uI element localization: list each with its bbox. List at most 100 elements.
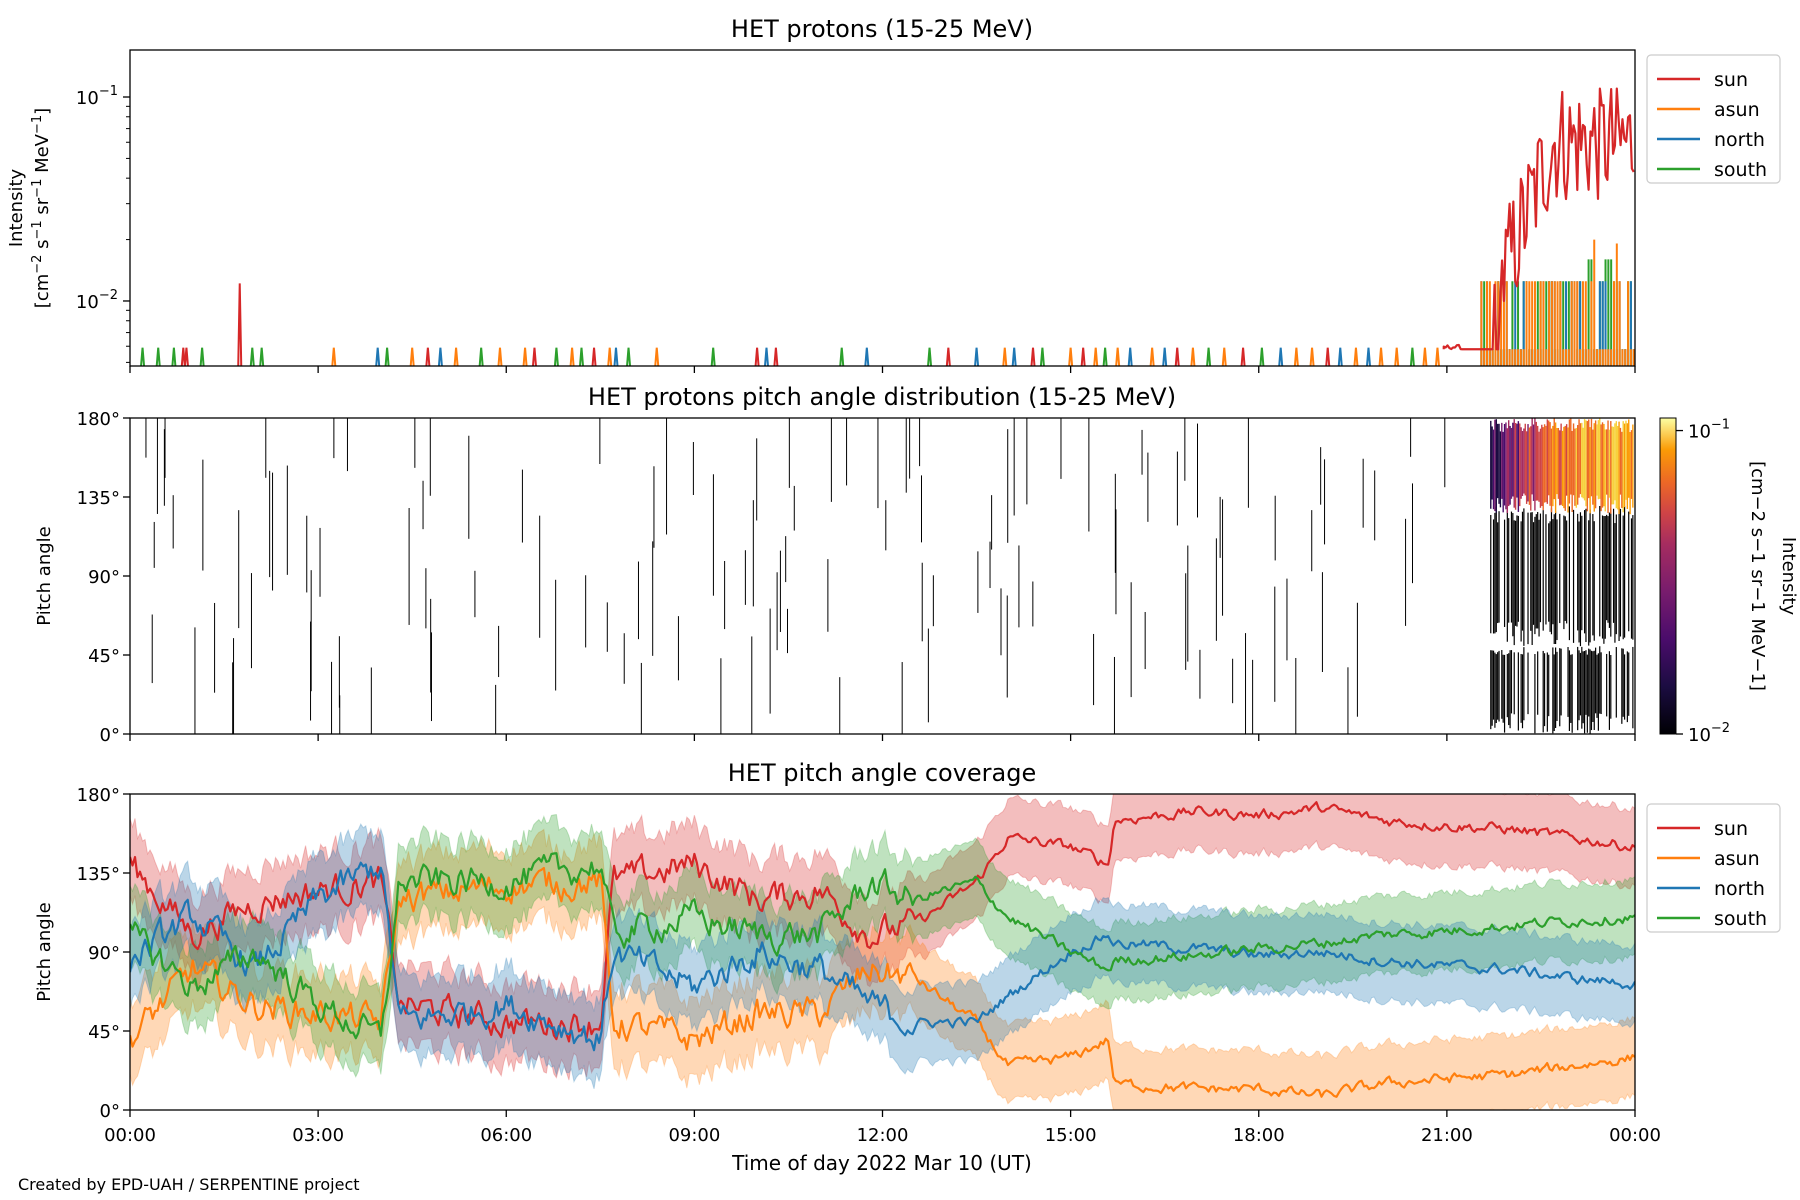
panel1-ylabel-line1: Intensity — [6, 168, 27, 247]
y-tick-label: 90° — [88, 567, 120, 588]
coverage-band-north — [130, 823, 1635, 1089]
panel1-yaxis: 10−1 10−2 — [76, 84, 130, 363]
spike-asun — [1378, 347, 1384, 366]
panel3-legend: sun asun north south — [1646, 803, 1781, 933]
spike-asun — [1002, 347, 1008, 366]
colorbar-tick-label: 10−1 — [1688, 418, 1730, 443]
y-tick-label: 0° — [100, 1101, 120, 1122]
spike-sun — [1080, 347, 1086, 366]
spike-asun — [1434, 347, 1440, 366]
colorbar-unit: [cm−2 s−1 sr−1 MeV−1] — [1747, 461, 1768, 691]
colorbar-label: Intensity — [1778, 537, 1799, 616]
spike-asun — [1149, 347, 1155, 366]
panel-pitch-angle-distribution: HET protons pitch angle distribution (15… — [34, 383, 1799, 746]
panel2-xticks — [129, 734, 1636, 741]
x-tick-label: 00:00 — [104, 1125, 156, 1146]
spike-north — [437, 347, 443, 366]
panel3-xticks: 00:00 03:00 06:00 09:00 12:00 15:00 18:00 21:00… — [104, 1110, 1661, 1146]
y-tick-label: 45° — [88, 1022, 120, 1043]
spike-north — [1365, 347, 1371, 366]
panel1-ylabel-unit: [cm−2 s−1 sr−1 MeV−1] — [30, 108, 53, 308]
panel3-yaxis: 0° 45° 90° 135° 180° — [77, 785, 130, 1122]
y-tick-label: 0° — [100, 725, 120, 746]
spike-sun — [237, 283, 243, 366]
spike-sun — [531, 347, 537, 366]
spike-north — [375, 347, 381, 366]
legend-box — [1646, 54, 1781, 184]
spike-asun — [1353, 347, 1359, 366]
spike-asun — [453, 347, 459, 366]
spike-asun — [331, 347, 337, 366]
panel1-ylabel: Intensity [cm−2 s−1 sr−1 MeV−1] — [6, 108, 53, 308]
spike-north — [763, 347, 769, 366]
legend-label-south: south — [1714, 159, 1767, 181]
legend-label-sun: sun — [1714, 818, 1748, 840]
spike-asun — [1068, 347, 1074, 366]
panel3-title: HET pitch angle coverage — [728, 759, 1036, 787]
spike-south — [478, 347, 484, 366]
spike-asun — [1221, 347, 1227, 366]
spike-asun — [1309, 347, 1315, 366]
spike-asun — [607, 347, 613, 366]
spike-south — [579, 347, 584, 366]
legend-label-asun: asun — [1714, 848, 1760, 870]
spike-asun — [497, 347, 503, 366]
spike-sun — [183, 347, 189, 366]
coverage-line-asun — [130, 866, 1635, 1098]
colorbar-ticks: 10−1 10−2 — [1676, 418, 1730, 746]
x-tick-label: 03:00 — [292, 1125, 344, 1146]
spike-north — [613, 347, 619, 366]
sun-intensity-line — [1442, 87, 1635, 351]
coverage-line-north — [130, 861, 1635, 1052]
spike-sun — [1325, 347, 1331, 366]
y-tick-label: 180° — [77, 409, 120, 430]
spike-asun — [1293, 347, 1299, 366]
y-tick-label: 45° — [88, 646, 120, 667]
spike-north — [1337, 347, 1343, 366]
x-tick-label: 15:00 — [1045, 1125, 1097, 1146]
panel1-frame — [129, 49, 1636, 367]
x-tick-label: 06:00 — [480, 1125, 532, 1146]
legend-label-north: north — [1714, 129, 1765, 151]
spike-south — [710, 347, 716, 366]
colorbar-label-text: Intensity — [1778, 537, 1799, 616]
spike-asun — [1422, 347, 1428, 366]
legend-label-south: south — [1714, 908, 1767, 930]
spike-south — [249, 347, 255, 366]
spike-south — [839, 347, 845, 366]
spike-asun — [522, 347, 528, 366]
spike-south — [384, 347, 390, 366]
spike-north — [1278, 347, 1284, 366]
panel3-plot-area — [130, 794, 1635, 1110]
coverage-line-south — [130, 852, 1635, 1040]
panel2-plot-area — [145, 418, 1634, 734]
spike-asun — [409, 347, 415, 366]
spike-asun — [1115, 347, 1121, 366]
spike-south — [927, 347, 933, 366]
coverage-band-south — [130, 814, 1635, 1079]
colorbar: 10−1 10−2 Intensity [cm−2 s−1 sr−1 MeV−1] — [1659, 417, 1799, 746]
spike-south — [1039, 347, 1045, 366]
spike-north — [1011, 347, 1017, 366]
legend-box — [1646, 803, 1781, 933]
panel1-legend: sun asun north south — [1646, 54, 1781, 184]
y-tick-label: 135° — [77, 488, 120, 509]
colorbar-tick-label: 10−2 — [1688, 721, 1730, 746]
footer-credit: Created by EPD-UAH / SERPENTINE project — [18, 1175, 360, 1194]
panel1-title: HET protons (15-25 MeV) — [731, 15, 1033, 43]
spike-north — [1162, 347, 1168, 366]
colorbar-unit-text: [cm−2 s−1 sr−1 MeV−1] — [1747, 461, 1768, 691]
panel-pitch-angle-coverage: HET pitch angle coverage 0° 45° 90° 135° 180… — [34, 759, 1781, 1175]
legend-label-asun: asun — [1714, 99, 1760, 121]
coverage-band-sun — [130, 794, 1635, 1081]
colorbar-gradient — [1659, 417, 1677, 735]
y-tick-label: 90° — [88, 943, 120, 964]
spike-sun — [425, 347, 431, 366]
panel1-plot-area — [140, 87, 1635, 366]
spike-asun — [569, 347, 575, 366]
spike-south — [1259, 347, 1265, 366]
spike-sun — [754, 347, 760, 366]
x-tick-label: 21:00 — [1421, 1125, 1473, 1146]
y-tick-label: 135° — [77, 864, 120, 885]
